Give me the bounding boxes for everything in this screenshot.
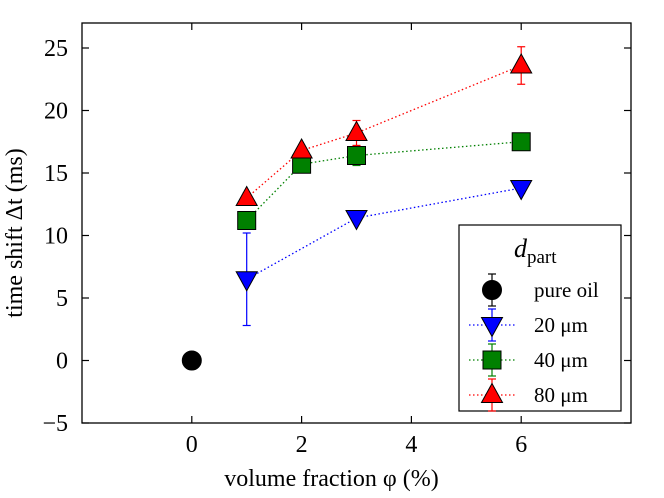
y-tick-label: 20 bbox=[44, 99, 68, 125]
data-point bbox=[235, 271, 259, 292]
y-tick-label: 10 bbox=[44, 224, 68, 250]
legend-entry: 80 μm bbox=[469, 378, 588, 412]
y-axis-label: time shift Δt (ms) bbox=[2, 148, 28, 317]
x-tick-label: 4 bbox=[405, 432, 417, 458]
y-tick-label: 5 bbox=[56, 286, 68, 312]
y-tick-label: 15 bbox=[44, 161, 68, 187]
series-1 bbox=[235, 180, 533, 327]
data-point bbox=[345, 210, 368, 231]
series-2 bbox=[237, 132, 531, 230]
data-point bbox=[235, 185, 259, 206]
legend-label: pure oil bbox=[534, 278, 599, 302]
series-line bbox=[246, 64, 522, 199]
series-0 bbox=[181, 350, 202, 371]
data-point bbox=[290, 137, 313, 159]
y-tick-label: 25 bbox=[44, 36, 68, 62]
legend-marker bbox=[482, 280, 502, 300]
plot-frame bbox=[81, 22, 632, 424]
data-point bbox=[237, 211, 257, 230]
legend-label: 80 μm bbox=[534, 383, 588, 407]
x-tick-label: 2 bbox=[296, 432, 308, 458]
legend-entry: 40 μm bbox=[469, 343, 588, 377]
data-point bbox=[345, 120, 368, 141]
legend: dpart pure oil 20 μm 40 μm 80 μm bbox=[458, 224, 622, 412]
legend-title: dpart bbox=[514, 234, 557, 268]
x-axis-label: volume fraction φ (%) bbox=[224, 466, 438, 492]
series-line bbox=[246, 141, 522, 221]
legend-marker bbox=[480, 317, 504, 338]
y-tick-label: 0 bbox=[56, 349, 68, 375]
legend-label: 20 μm bbox=[534, 313, 588, 337]
data-point bbox=[181, 350, 202, 371]
series-layer bbox=[181, 46, 533, 371]
legend-marker bbox=[482, 350, 502, 370]
data-point bbox=[509, 52, 533, 74]
series-line bbox=[246, 187, 522, 280]
legend-marker bbox=[480, 382, 504, 403]
y-tick-label: −5 bbox=[42, 411, 68, 437]
x-tick-label: 6 bbox=[515, 432, 527, 458]
series-3 bbox=[235, 46, 533, 206]
ticks-layer: 0 2 4 6 −5 0 5 10 15 20 25 bbox=[42, 23, 631, 458]
legend-label: 40 μm bbox=[534, 348, 588, 372]
data-point bbox=[509, 180, 533, 201]
data-point bbox=[347, 146, 366, 165]
data-point bbox=[511, 132, 531, 152]
legend-entry: pure oil bbox=[482, 273, 599, 307]
x-tick-label: 0 bbox=[186, 432, 198, 458]
legend-entry: 20 μm bbox=[469, 308, 588, 342]
